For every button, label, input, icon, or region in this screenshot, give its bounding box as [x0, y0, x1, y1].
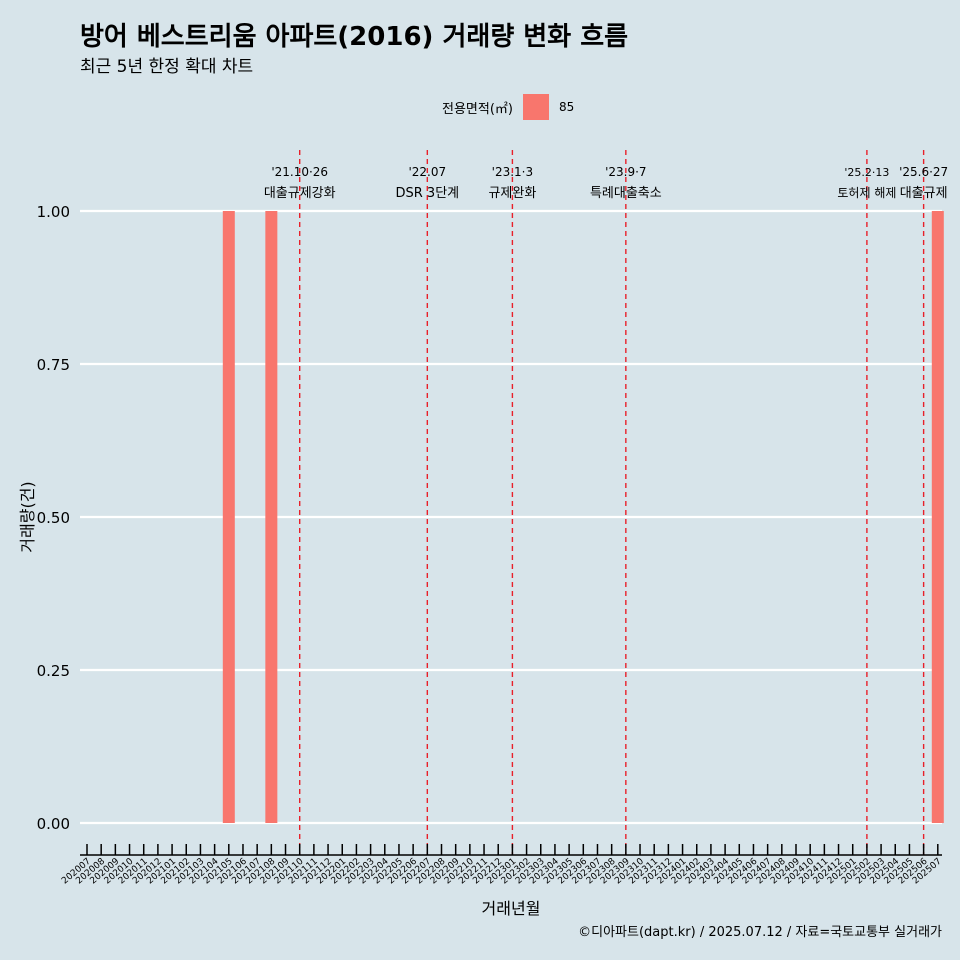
annotation-date: '25.6·27 [899, 165, 948, 179]
bar-202105 [222, 211, 235, 823]
x-axis: 2020072020082020092020102020112020122021… [60, 844, 944, 886]
annotation-date: '22.07 [408, 165, 446, 179]
annotation-label: 규제완화 [488, 186, 536, 201]
caption: ©디아파트(dapt.kr) / 2025.07.12 / 자료=국토교통부 실… [578, 925, 942, 940]
y-tick-label: 1.00 [37, 203, 70, 221]
grid-lines [80, 209, 942, 825]
x-axis-title: 거래년월 [482, 899, 541, 918]
annotation-label: 대출규제 [900, 186, 948, 201]
legend-title: 전용면적(㎡) [442, 101, 513, 117]
y-tick-label: 0.25 [37, 662, 70, 680]
y-tick-label: 0.00 [37, 815, 70, 833]
annotation-lines [299, 150, 925, 855]
annotation-label: 토허제 해제 [837, 186, 896, 200]
annotation-label: 특례대출축소 [590, 186, 662, 201]
annotation-label: 대출규제강화 [264, 186, 336, 201]
annotation-labels: '21.10·26 대출규제강화 '22.07 DSR 3단계 '23.1·3 규제완화 '… [264, 165, 948, 201]
annotation-label: DSR 3단계 [396, 186, 460, 201]
y-axis-title: 거래량(건) [18, 481, 37, 552]
y-tick-label: 0.75 [37, 356, 70, 374]
y-axis: 0.00 0.25 0.50 0.75 1.00 [37, 203, 70, 833]
annotation-date: '21.10·26 [271, 165, 328, 179]
legend-key-85 [522, 94, 549, 120]
bars [222, 211, 944, 823]
annotation-date: '25.2·13 [844, 166, 889, 179]
chart-subtitle: 최근 5년 한정 확대 차트 [80, 57, 254, 77]
legend-label-85: 85 [558, 100, 575, 114]
y-tick-label: 0.50 [37, 509, 70, 527]
legend: 전용면적(㎡) 85 [442, 94, 574, 120]
annotation-date: '23.1·3 [492, 165, 533, 179]
chart-title: 방어 베스트리움 아파트(2016) 거래량 변화 흐름 [80, 22, 629, 52]
annotation-date: '23.9·7 [605, 165, 646, 179]
bar-202108 [265, 211, 278, 823]
bar-202507 [931, 211, 944, 823]
